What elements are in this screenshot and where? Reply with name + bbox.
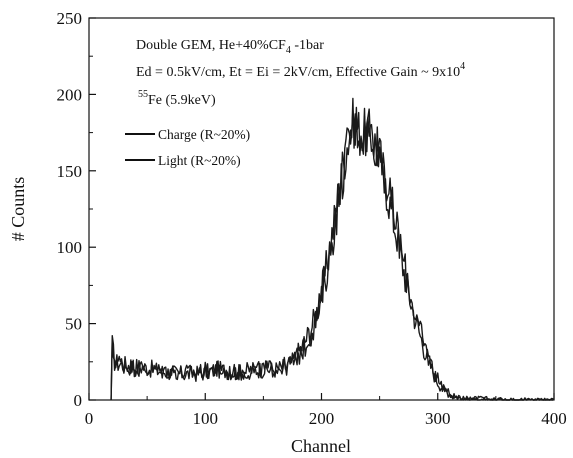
annotation-detector-subscript: 4: [286, 45, 291, 56]
series-layer: [110, 97, 555, 401]
annotation-detector-tail: -1bar: [291, 38, 324, 53]
y-tick-label: 50: [65, 315, 82, 334]
series-line-charge: [110, 97, 555, 401]
x-tick-label: 100: [193, 409, 219, 428]
x-tick-label: 300: [425, 409, 451, 428]
y-tick-label: 0: [74, 391, 83, 410]
axis-tick-labels: 0 100 200 300 400 0 50 100 150 200 250: [57, 9, 567, 428]
legend: Charge (R~20%) Light (R~20%): [125, 127, 250, 168]
y-tick-label: 250: [57, 9, 83, 28]
legend-label-charge: Charge (R~20%): [158, 127, 250, 142]
x-axis-title: Channel: [291, 436, 351, 456]
y-axis-title: # Counts: [8, 177, 28, 242]
annotation-detector-main: Double GEM, He+40%CF: [136, 38, 286, 53]
x-tick-label: 0: [85, 409, 94, 428]
annotation-source-superscript: 55: [138, 89, 148, 100]
y-tick-label: 150: [57, 162, 83, 181]
annotation-fields-superscript: 4: [460, 61, 465, 72]
annotation-fields-main: Ed = 0.5kV/cm, Et = Ei = 2kV/cm, Effecti…: [136, 65, 460, 80]
x-tick-label: 400: [541, 409, 567, 428]
x-tick-label: 200: [309, 409, 335, 428]
series-line-light: [110, 106, 555, 401]
annotation-detector: Double GEM, He+40%CF4 -1bar: [136, 38, 324, 56]
y-tick-label: 200: [57, 85, 83, 104]
annotation-source-main: Fe (5.9keV): [148, 93, 216, 108]
annotation-source: 55Fe (5.9keV): [138, 89, 216, 108]
annotation-fields: Ed = 0.5kV/cm, Et = Ei = 2kV/cm, Effecti…: [136, 61, 465, 80]
y-tick-label: 100: [57, 238, 83, 257]
axis-ticks: [88, 17, 555, 401]
legend-label-light: Light (R~20%): [158, 153, 241, 168]
annotation-block: Double GEM, He+40%CF4 -1bar Ed = 0.5kV/c…: [136, 38, 465, 108]
